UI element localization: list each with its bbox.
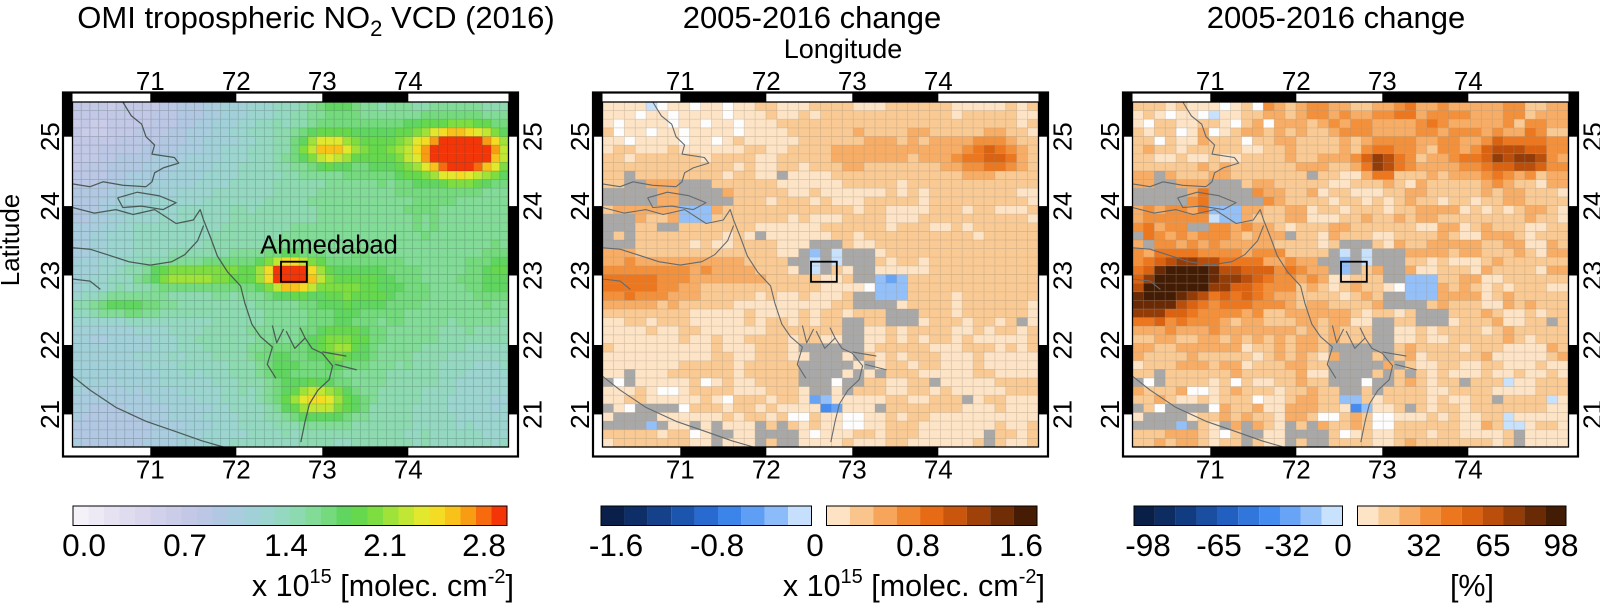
svg-text:22: 22 bbox=[35, 331, 65, 360]
svg-text:0: 0 bbox=[806, 527, 824, 563]
svg-text:-1.6: -1.6 bbox=[589, 527, 643, 563]
svg-text:22: 22 bbox=[1048, 331, 1078, 360]
svg-text:72: 72 bbox=[752, 66, 781, 96]
svg-text:23: 23 bbox=[35, 261, 65, 290]
svg-text:-98: -98 bbox=[1125, 527, 1171, 563]
svg-text:98: 98 bbox=[1543, 527, 1578, 563]
svg-text:25: 25 bbox=[1095, 122, 1125, 151]
svg-text:x 1015 [molec. cm-2]: x 1015 [molec. cm-2] bbox=[783, 566, 1045, 603]
svg-text:Longitude: Longitude bbox=[784, 34, 903, 64]
svg-text:71: 71 bbox=[666, 455, 695, 485]
svg-text:73: 73 bbox=[838, 455, 867, 485]
svg-text:25: 25 bbox=[565, 122, 595, 151]
svg-text:1.4: 1.4 bbox=[264, 527, 308, 563]
svg-text:25: 25 bbox=[1578, 122, 1600, 151]
svg-text:74: 74 bbox=[1454, 66, 1483, 96]
svg-text:[%]: [%] bbox=[1450, 569, 1494, 603]
svg-text:71: 71 bbox=[1196, 66, 1225, 96]
svg-text:73: 73 bbox=[838, 66, 867, 96]
svg-text:1.6: 1.6 bbox=[999, 527, 1043, 563]
svg-text:x 1015 [molec. cm-2]: x 1015 [molec. cm-2] bbox=[252, 566, 514, 603]
svg-text:71: 71 bbox=[136, 455, 165, 485]
svg-text:0.7: 0.7 bbox=[163, 527, 207, 563]
svg-text:-65: -65 bbox=[1196, 527, 1242, 563]
svg-text:0.8: 0.8 bbox=[896, 527, 940, 563]
svg-text:23: 23 bbox=[1048, 261, 1078, 290]
svg-text:24: 24 bbox=[1048, 192, 1078, 221]
svg-text:72: 72 bbox=[222, 455, 251, 485]
svg-text:25: 25 bbox=[35, 122, 65, 151]
svg-text:72: 72 bbox=[222, 66, 251, 96]
svg-text:21: 21 bbox=[35, 400, 65, 429]
svg-text:22: 22 bbox=[1095, 331, 1125, 360]
svg-text:21: 21 bbox=[1095, 400, 1125, 429]
svg-text:73: 73 bbox=[1368, 66, 1397, 96]
svg-text:-0.8: -0.8 bbox=[690, 527, 744, 563]
svg-text:25: 25 bbox=[1048, 122, 1078, 151]
svg-text:73: 73 bbox=[308, 66, 337, 96]
svg-text:22: 22 bbox=[565, 331, 595, 360]
svg-text:72: 72 bbox=[1282, 66, 1311, 96]
svg-text:22: 22 bbox=[1578, 331, 1600, 360]
svg-text:21: 21 bbox=[565, 400, 595, 429]
svg-text:22: 22 bbox=[518, 331, 548, 360]
svg-text:OMI tropospheric NO2 VCD (2016: OMI tropospheric NO2 VCD (2016) bbox=[77, 0, 554, 41]
svg-text:2.1: 2.1 bbox=[363, 527, 407, 563]
svg-text:24: 24 bbox=[1578, 192, 1600, 221]
svg-text:2005-2016 change: 2005-2016 change bbox=[1207, 0, 1466, 35]
svg-text:71: 71 bbox=[666, 66, 695, 96]
svg-text:73: 73 bbox=[1368, 455, 1397, 485]
svg-text:24: 24 bbox=[518, 192, 548, 221]
svg-text:74: 74 bbox=[394, 455, 423, 485]
svg-text:-32: -32 bbox=[1264, 527, 1310, 563]
svg-text:74: 74 bbox=[1454, 455, 1483, 485]
svg-text:74: 74 bbox=[924, 66, 953, 96]
svg-text:32: 32 bbox=[1406, 527, 1441, 563]
svg-text:21: 21 bbox=[1578, 400, 1600, 429]
svg-text:25: 25 bbox=[518, 122, 548, 151]
svg-text:71: 71 bbox=[136, 66, 165, 96]
svg-text:Latitude: Latitude bbox=[0, 194, 25, 287]
svg-text:23: 23 bbox=[518, 261, 548, 290]
svg-text:23: 23 bbox=[565, 261, 595, 290]
svg-text:24: 24 bbox=[565, 192, 595, 221]
svg-text:24: 24 bbox=[1095, 192, 1125, 221]
svg-text:21: 21 bbox=[518, 400, 548, 429]
svg-text:0: 0 bbox=[1334, 527, 1352, 563]
svg-text:73: 73 bbox=[308, 455, 337, 485]
svg-text:23: 23 bbox=[1095, 261, 1125, 290]
svg-text:0.0: 0.0 bbox=[62, 527, 106, 563]
svg-text:74: 74 bbox=[394, 66, 423, 96]
svg-text:71: 71 bbox=[1196, 455, 1225, 485]
svg-text:2.8: 2.8 bbox=[462, 527, 506, 563]
svg-text:24: 24 bbox=[35, 192, 65, 221]
svg-text:72: 72 bbox=[1282, 455, 1311, 485]
svg-text:72: 72 bbox=[752, 455, 781, 485]
svg-text:21: 21 bbox=[1048, 400, 1078, 429]
svg-text:74: 74 bbox=[924, 455, 953, 485]
svg-text:65: 65 bbox=[1475, 527, 1510, 563]
svg-text:Ahmedabad: Ahmedabad bbox=[260, 232, 398, 260]
svg-text:2005-2016 change: 2005-2016 change bbox=[683, 0, 942, 35]
svg-text:23: 23 bbox=[1578, 261, 1600, 290]
